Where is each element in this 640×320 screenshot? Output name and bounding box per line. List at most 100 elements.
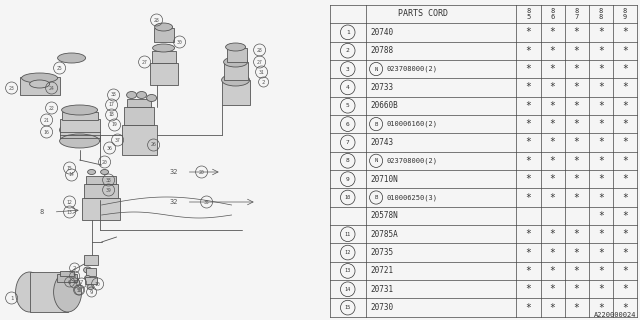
- Text: 14: 14: [344, 287, 351, 292]
- Text: 13: 13: [67, 210, 72, 214]
- Text: *: *: [525, 82, 531, 92]
- Bar: [122, 125, 157, 155]
- Text: *: *: [622, 229, 628, 239]
- Text: 2: 2: [262, 79, 265, 84]
- Text: 2: 2: [346, 48, 349, 53]
- Ellipse shape: [152, 44, 175, 52]
- Text: 20743: 20743: [371, 138, 394, 147]
- Text: *: *: [598, 119, 604, 129]
- Text: 6: 6: [550, 14, 555, 20]
- Bar: [150, 63, 177, 85]
- Bar: [86, 268, 95, 276]
- Ellipse shape: [84, 276, 91, 281]
- Text: *: *: [598, 303, 604, 313]
- Text: *: *: [573, 266, 580, 276]
- Text: 023708000(2): 023708000(2): [387, 157, 438, 164]
- Text: 20788: 20788: [371, 46, 394, 55]
- Text: 30: 30: [177, 39, 182, 44]
- Text: *: *: [622, 27, 628, 37]
- Text: 6: 6: [68, 279, 71, 284]
- Text: 17: 17: [109, 102, 115, 108]
- Text: 5: 5: [77, 287, 80, 292]
- Text: *: *: [550, 193, 556, 203]
- Text: *: *: [573, 46, 580, 56]
- Text: 7: 7: [346, 140, 349, 145]
- Bar: [84, 184, 118, 198]
- Text: *: *: [550, 64, 556, 74]
- Text: *: *: [550, 174, 556, 184]
- Text: *: *: [622, 211, 628, 221]
- Text: 20731: 20731: [371, 285, 394, 294]
- Text: B: B: [374, 122, 378, 127]
- Ellipse shape: [100, 170, 109, 174]
- Text: 24: 24: [49, 85, 54, 91]
- Text: 20710N: 20710N: [371, 175, 399, 184]
- Text: 32: 32: [170, 199, 178, 205]
- Text: *: *: [573, 303, 580, 313]
- Text: *: *: [550, 27, 556, 37]
- Text: *: *: [550, 119, 556, 129]
- Text: *: *: [622, 193, 628, 203]
- Text: *: *: [525, 266, 531, 276]
- Text: N: N: [374, 158, 378, 163]
- Bar: [56, 274, 77, 282]
- Text: 20660B: 20660B: [371, 101, 399, 110]
- Ellipse shape: [221, 74, 250, 86]
- Text: *: *: [573, 174, 580, 184]
- Text: *: *: [622, 248, 628, 258]
- Text: 25: 25: [57, 66, 63, 70]
- Text: 27: 27: [257, 60, 262, 65]
- Bar: [82, 198, 120, 220]
- Text: PARTS CORD: PARTS CORD: [398, 10, 448, 19]
- Text: 9: 9: [90, 290, 93, 294]
- Text: 20578N: 20578N: [371, 211, 399, 220]
- Text: 8: 8: [346, 158, 349, 163]
- Text: *: *: [598, 64, 604, 74]
- Text: 1: 1: [346, 30, 349, 35]
- Text: 35: 35: [204, 199, 209, 204]
- Text: 8: 8: [78, 287, 81, 292]
- Text: 10: 10: [344, 195, 351, 200]
- Text: 37: 37: [115, 138, 120, 142]
- Text: *: *: [573, 156, 580, 166]
- Text: *: *: [598, 248, 604, 258]
- Text: 3: 3: [73, 274, 76, 278]
- Text: *: *: [622, 156, 628, 166]
- Ellipse shape: [61, 105, 98, 115]
- Ellipse shape: [88, 170, 95, 174]
- Text: *: *: [525, 101, 531, 111]
- Text: 4: 4: [73, 281, 76, 285]
- Text: 36: 36: [107, 146, 113, 150]
- Text: 27: 27: [141, 60, 147, 65]
- Text: 010006250(3): 010006250(3): [387, 194, 438, 201]
- Text: 20740: 20740: [371, 28, 394, 37]
- Text: *: *: [573, 101, 580, 111]
- Text: 38: 38: [106, 178, 111, 182]
- Text: *: *: [622, 303, 628, 313]
- Ellipse shape: [60, 134, 100, 148]
- Text: *: *: [550, 266, 556, 276]
- Text: 16: 16: [44, 130, 49, 134]
- Text: 14: 14: [68, 172, 74, 178]
- Text: *: *: [525, 27, 531, 37]
- Text: 19: 19: [112, 123, 118, 127]
- Text: 8: 8: [575, 8, 579, 14]
- Text: 010006160(2): 010006160(2): [387, 121, 438, 127]
- Text: 2: 2: [73, 266, 76, 270]
- Text: *: *: [550, 82, 556, 92]
- Text: 20733: 20733: [371, 83, 394, 92]
- Text: *: *: [525, 119, 531, 129]
- Text: 20: 20: [199, 170, 204, 174]
- Text: 9: 9: [346, 177, 349, 182]
- Text: *: *: [573, 229, 580, 239]
- Text: 7: 7: [80, 281, 83, 285]
- Text: *: *: [525, 229, 531, 239]
- Text: B: B: [374, 195, 378, 200]
- Ellipse shape: [22, 73, 58, 83]
- Text: 22: 22: [49, 106, 54, 110]
- Text: *: *: [573, 64, 580, 74]
- Text: *: *: [573, 27, 580, 37]
- Text: 32: 32: [170, 169, 178, 175]
- Text: A220000024: A220000024: [595, 312, 637, 318]
- Text: 023708000(2): 023708000(2): [387, 66, 438, 72]
